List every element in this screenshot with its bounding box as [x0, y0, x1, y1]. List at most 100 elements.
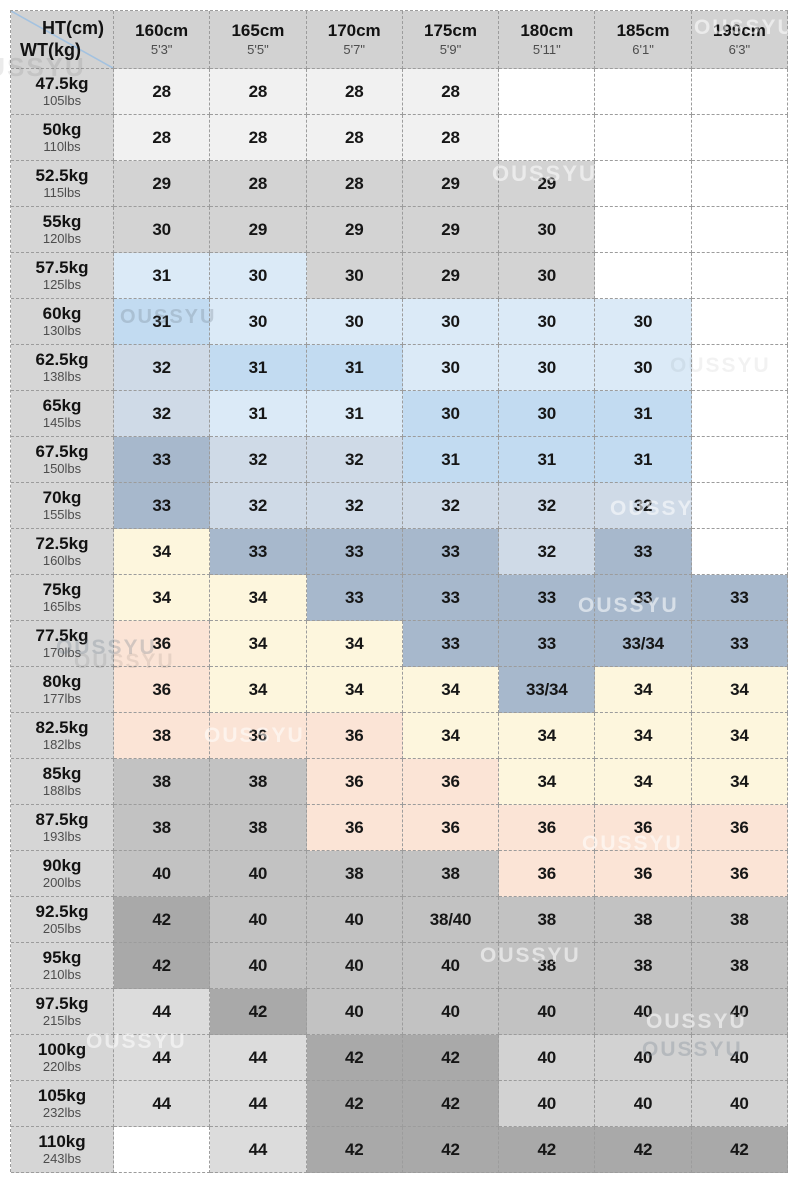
size-cell: 40	[210, 897, 307, 943]
empty-cell	[114, 1127, 211, 1173]
weight-kg-label: 57.5kg	[35, 258, 89, 278]
size-cell: 38	[306, 851, 403, 897]
size-cell: 38	[114, 759, 211, 805]
size-cell: 32	[499, 529, 596, 575]
size-cell: 29	[306, 207, 403, 253]
row-label: 57.5kg 125lbs	[11, 253, 114, 299]
size-cell: 34	[595, 667, 692, 713]
corner-label-height: HT(cm)	[42, 18, 104, 38]
diagonal-line	[11, 11, 113, 68]
size-cell: 36	[114, 667, 211, 713]
weight-kg-label: 70kg	[42, 488, 82, 508]
size-cell: 38	[210, 805, 307, 851]
weight-kg-label: 60kg	[42, 304, 82, 324]
height-cm-label: 180cm	[520, 21, 574, 41]
empty-cell	[691, 483, 788, 529]
height-cm-label: 165cm	[231, 21, 285, 41]
size-cell: 38/40	[402, 897, 500, 943]
size-cell: 30	[499, 345, 596, 391]
height-ft-label: 6'3"	[728, 41, 751, 57]
size-cell: 42	[306, 1081, 403, 1127]
weight-kg-label: 77.5kg	[35, 626, 89, 646]
weight-lbs-label: 150lbs	[42, 460, 82, 476]
size-cell: 42	[595, 1127, 692, 1173]
size-cell: 34	[691, 713, 788, 759]
weight-kg-label: 85kg	[42, 764, 82, 784]
empty-cell	[691, 253, 788, 299]
empty-cell	[691, 207, 788, 253]
size-cell: 36	[210, 713, 307, 759]
size-cell: 34	[402, 713, 500, 759]
size-cell: 38	[114, 713, 211, 759]
height-cm-label: 170cm	[327, 21, 381, 41]
column-header: 170cm 5'7"	[306, 11, 403, 69]
weight-kg-label: 55kg	[42, 212, 82, 232]
size-cell: 34	[595, 759, 692, 805]
size-cell: 29	[402, 207, 500, 253]
size-cell: 34	[499, 759, 596, 805]
size-cell: 30	[499, 391, 596, 437]
size-cell: 31	[595, 391, 692, 437]
height-ft-label: 5'11"	[532, 41, 561, 57]
size-cell: 30	[306, 299, 403, 345]
row-label: 72.5kg 160lbs	[11, 529, 114, 575]
corner-cell: HT(cm) WT(kg)	[11, 11, 114, 69]
size-cell: 42	[402, 1127, 500, 1173]
size-cell: 34	[114, 529, 211, 575]
size-cell: 40	[306, 897, 403, 943]
size-cell: 29	[402, 161, 500, 207]
column-header: 180cm 5'11"	[499, 11, 596, 69]
row-label: 82.5kg 182lbs	[11, 713, 114, 759]
row-label: 52.5kg 115lbs	[11, 161, 114, 207]
weight-kg-label: 67.5kg	[35, 442, 89, 462]
size-cell: 34	[210, 667, 307, 713]
size-cell: 28	[210, 115, 307, 161]
size-cell: 42	[114, 897, 211, 943]
row-label: 110kg 243lbs	[11, 1127, 114, 1173]
weight-kg-label: 72.5kg	[35, 534, 89, 554]
size-cell: 33	[402, 621, 500, 667]
size-cell: 28	[210, 69, 307, 115]
size-cell: 30	[595, 345, 692, 391]
size-cell: 30	[306, 253, 403, 299]
size-cell: 38	[499, 943, 596, 989]
size-cell: 30	[499, 253, 596, 299]
empty-cell	[499, 69, 596, 115]
weight-kg-label: 82.5kg	[35, 718, 89, 738]
weight-kg-label: 110kg	[38, 1132, 86, 1152]
size-cell: 33	[402, 575, 500, 621]
weight-kg-label: 105kg	[37, 1086, 87, 1106]
size-cell: 30	[595, 299, 692, 345]
size-cell: 42	[306, 1035, 403, 1081]
size-cell: 36	[306, 713, 403, 759]
size-cell: 32	[306, 483, 403, 529]
weight-kg-label: 87.5kg	[35, 810, 89, 830]
weight-lbs-label: 205lbs	[42, 920, 82, 936]
empty-cell	[691, 437, 788, 483]
size-cell: 42	[114, 943, 211, 989]
size-cell: 32	[114, 391, 211, 437]
weight-lbs-label: 155lbs	[42, 506, 82, 522]
size-cell: 30	[402, 391, 500, 437]
size-cell: 29	[210, 207, 307, 253]
height-cm-label: 160cm	[135, 21, 189, 41]
size-cell: 34	[402, 667, 500, 713]
size-cell: 40	[595, 989, 692, 1035]
size-cell: 30	[499, 207, 596, 253]
size-cell: 28	[306, 69, 403, 115]
size-cell: 38	[114, 805, 211, 851]
size-cell: 40	[402, 943, 500, 989]
weight-lbs-label: 115lbs	[43, 184, 81, 200]
row-label: 100kg 220lbs	[11, 1035, 114, 1081]
size-cell: 40	[499, 989, 596, 1035]
weight-lbs-label: 165lbs	[42, 598, 82, 614]
size-cell: 44	[114, 1081, 211, 1127]
weight-kg-label: 90kg	[42, 856, 82, 876]
size-cell: 33	[499, 621, 596, 667]
size-cell: 40	[691, 1035, 788, 1081]
height-ft-label: 5'3"	[150, 41, 173, 57]
empty-cell	[691, 299, 788, 345]
size-cell: 42	[499, 1127, 596, 1173]
size-cell: 30	[402, 299, 500, 345]
